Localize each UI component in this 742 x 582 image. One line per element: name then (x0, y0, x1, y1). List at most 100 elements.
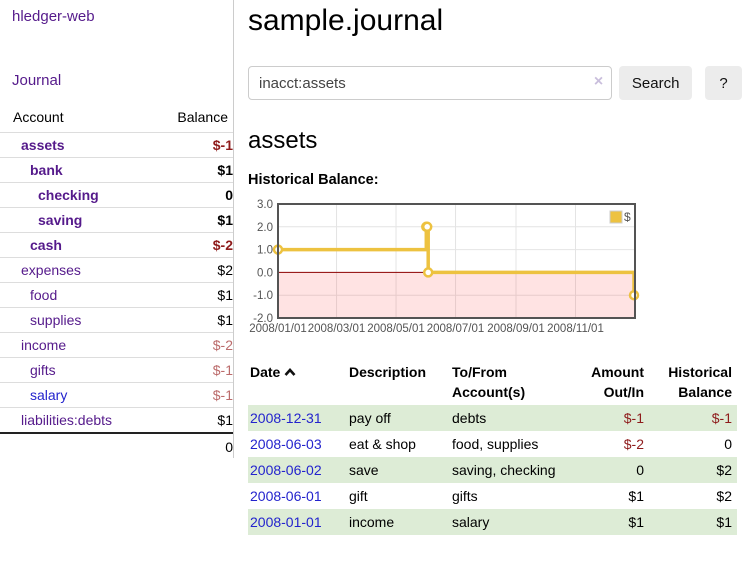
search-button[interactable]: Search (619, 66, 693, 100)
account-link-supplies[interactable]: supplies (30, 312, 82, 328)
account-balance: $1 (155, 207, 233, 233)
svg-text:2008/03/01: 2008/03/01 (308, 323, 366, 335)
accounts-header-balance: Balance (177, 109, 228, 125)
transaction-date-link[interactable]: 2008-01-01 (250, 514, 322, 530)
account-row: gifts $-1 (0, 357, 233, 383)
account-row: salary $-1 (0, 382, 233, 408)
account-cell: bank (0, 157, 156, 183)
transaction-date-cell: 2008-06-01 (248, 483, 347, 509)
account-cell: checking (0, 182, 156, 208)
account-row: saving $1 (0, 207, 233, 233)
transaction-row: 2008-06-01 gift gifts $1 $2 (248, 483, 737, 509)
account-balance: 0 (155, 182, 233, 208)
svg-text:0.0: 0.0 (257, 267, 273, 279)
account-balance: $1 (155, 307, 233, 333)
account-link-food[interactable]: food (30, 287, 58, 303)
svg-text:-2.0: -2.0 (253, 313, 273, 325)
transaction-description: pay off (349, 410, 391, 426)
transaction-accounts: saving, checking (452, 462, 556, 478)
search-form: × Search ? (248, 66, 742, 100)
accounts-table-body: assets $-1 bank $1 checking 0 saving $1 cash $-2 e… (0, 132, 233, 433)
account-balance: $1 (155, 157, 233, 183)
register-header-description: Description (349, 364, 427, 380)
account-link-checking[interactable]: checking (38, 187, 99, 203)
account-row: liabilities:debts $1 (0, 407, 233, 433)
register-header-date[interactable]: Date (248, 359, 347, 405)
accounts-header-account: Account (13, 109, 64, 125)
transaction-date-link[interactable]: 2008-06-03 (250, 436, 322, 452)
transaction-amount: $1 (628, 488, 644, 504)
register-table-body: 2008-12-31 pay off debts $-1 $-1 2008-06-03 ea… (248, 405, 737, 535)
transaction-accounts: gifts (452, 488, 478, 504)
app-brand: hledger-web (0, 8, 233, 26)
transaction-row: 2008-06-02 save saving, checking 0 $2 (248, 457, 737, 483)
transaction-amount: $-1 (623, 410, 644, 426)
account-link-cash[interactable]: cash (30, 237, 62, 253)
account-balance: $-1 (155, 357, 233, 383)
accounts-header-row: Account Balance (0, 105, 233, 133)
transaction-amount: 0 (636, 462, 644, 478)
account-balance: $-1 (155, 382, 233, 408)
brand-link[interactable]: hledger-web (12, 8, 95, 25)
account-balance: $1 (155, 282, 233, 308)
clear-search-icon[interactable]: × (593, 73, 604, 90)
account-link-bank[interactable]: bank (30, 162, 63, 178)
main-content: sample.journal × Search ? assets Histori… (246, 0, 742, 535)
account-row: supplies $1 (0, 307, 233, 333)
account-cell: cash (0, 232, 156, 258)
transaction-date-link[interactable]: 2008-06-01 (250, 488, 322, 504)
sort-ascending-icon (284, 368, 296, 376)
search-input[interactable] (248, 66, 613, 100)
account-row: cash $-2 (0, 232, 233, 258)
svg-text:2008/07/01: 2008/07/01 (427, 323, 485, 335)
transaction-date-cell: 2008-06-02 (248, 457, 347, 483)
account-cell: salary (0, 382, 156, 408)
account-cell: expenses (0, 257, 156, 283)
svg-text:2008/09/01: 2008/09/01 (487, 323, 545, 335)
sidebar-item-journal[interactable]: Journal (12, 72, 62, 89)
svg-text:2008/01/01: 2008/01/01 (249, 323, 307, 335)
account-link-expenses[interactable]: expenses (21, 262, 81, 278)
accounts-total-row: 0 (0, 432, 233, 459)
transaction-balance: $2 (716, 462, 732, 478)
register-header-balance: Historical Balance (668, 364, 732, 400)
transaction-description: eat & shop (349, 436, 416, 452)
account-cell: saving (0, 207, 156, 233)
transaction-balance: $2 (716, 488, 732, 504)
svg-text:$: $ (624, 210, 631, 224)
transaction-amount: $-2 (623, 436, 644, 452)
account-link-gifts[interactable]: gifts (30, 362, 56, 378)
svg-text:1.0: 1.0 (257, 245, 273, 257)
account-link-assets[interactable]: assets (21, 137, 65, 153)
svg-text:2008/05/01: 2008/05/01 (367, 323, 425, 335)
page-title: sample.journal (248, 4, 444, 37)
transaction-balance: $1 (716, 514, 732, 530)
account-balance: $1 (155, 407, 233, 433)
register-header-row: Date Description To/From Account(s) Amou… (248, 359, 737, 405)
transaction-date-link[interactable]: 2008-06-02 (250, 462, 322, 478)
transaction-accounts: food, supplies (452, 436, 539, 452)
account-link-salary[interactable]: salary (30, 387, 68, 403)
sidebar-nav: Journal (12, 72, 221, 90)
transaction-accounts: debts (452, 410, 487, 426)
account-link-income[interactable]: income (21, 337, 67, 353)
historical-balance-chart[interactable]: 3.0 2.0 1.0 0.0 -1.0 -2.0 2008/01/01 2008/03/01… (248, 199, 640, 347)
register-header-amount: Amount Out/In (591, 364, 644, 400)
svg-text:2.0: 2.0 (257, 222, 273, 234)
account-row: bank $1 (0, 157, 233, 183)
account-cell: gifts (0, 357, 156, 383)
account-link-liabilities-debts[interactable]: liabilities:debts (21, 412, 113, 428)
account-link-saving[interactable]: saving (38, 212, 83, 228)
register-table: Date Description To/From Account(s) Amou… (248, 359, 737, 535)
account-heading: assets (248, 127, 318, 154)
account-balance: $-1 (155, 132, 233, 158)
svg-text:3.0: 3.0 (257, 199, 273, 211)
account-cell: supplies (0, 307, 156, 333)
chart-title: Historical Balance: (248, 172, 379, 188)
account-row: food $1 (0, 282, 233, 308)
transaction-description: save (349, 462, 379, 478)
transaction-date-link[interactable]: 2008-12-31 (250, 410, 322, 426)
help-button[interactable]: ? (705, 66, 742, 100)
transaction-accounts: salary (452, 514, 490, 530)
transaction-description: gift (349, 488, 368, 504)
